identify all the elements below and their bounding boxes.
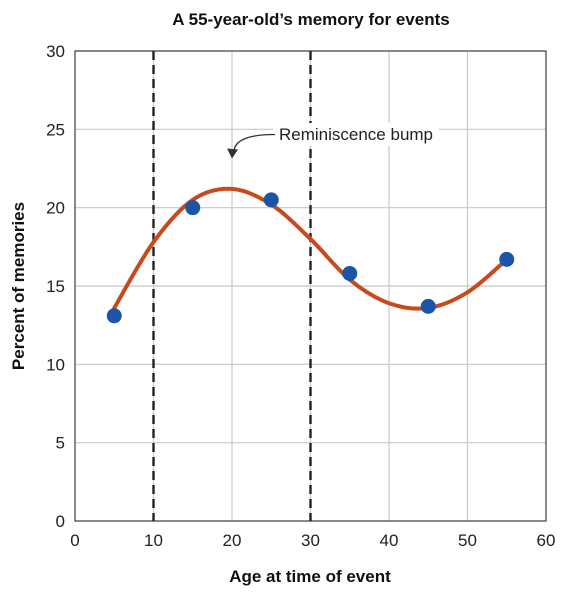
- annotation-arrowhead: [227, 148, 238, 159]
- x-axis-label: Age at time of event: [229, 567, 391, 586]
- x-tick-label: 50: [458, 531, 477, 550]
- y-tick-label: 15: [46, 277, 65, 296]
- data-point: [499, 251, 515, 267]
- data-point: [106, 308, 122, 324]
- y-axis-label: Percent of memories: [9, 202, 28, 370]
- data-point: [185, 200, 201, 216]
- x-tick-label: 60: [537, 531, 556, 550]
- data-point: [263, 192, 279, 208]
- data-point: [420, 298, 436, 314]
- annotation: Reminiscence bump: [227, 123, 440, 159]
- data-points: [106, 192, 515, 324]
- y-tick-label: 25: [46, 120, 65, 139]
- annotation-background: [273, 123, 440, 146]
- y-tick-label: 0: [56, 512, 65, 531]
- y-tick-label: 10: [46, 355, 65, 374]
- x-tick-label: 40: [380, 531, 399, 550]
- y-tick-label: 5: [56, 434, 65, 453]
- y-tick-label: 20: [46, 199, 65, 218]
- y-tick-labels: 0 5 10 15 20 25 30: [46, 42, 65, 531]
- x-tick-label: 30: [301, 531, 320, 550]
- x-tick-labels: 0 10 20 30 40 50 60: [70, 531, 555, 550]
- x-tick-label: 20: [223, 531, 242, 550]
- annotation-text: Reminiscence bump: [279, 125, 433, 144]
- data-point: [342, 265, 358, 281]
- chart-title: A 55-year-old’s memory for events: [172, 10, 449, 29]
- x-tick-label: 0: [70, 531, 79, 550]
- annotation-arrow: [233, 133, 276, 151]
- x-tick-label: 10: [144, 531, 163, 550]
- trend-curve: [112, 186, 509, 311]
- y-tick-label: 30: [46, 42, 65, 61]
